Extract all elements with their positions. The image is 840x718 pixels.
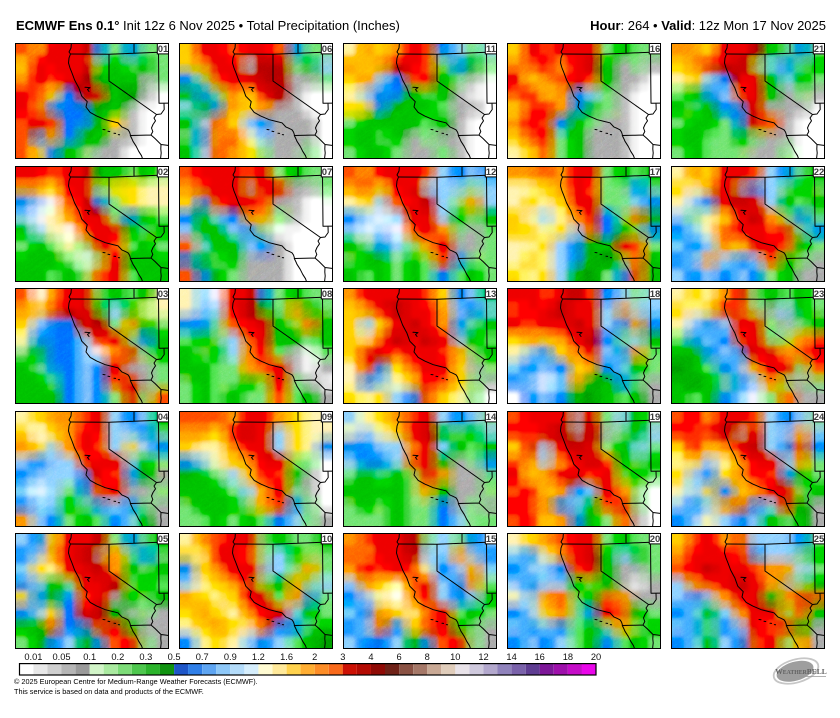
svg-text:23: 23 [814,289,825,300]
svg-text:20: 20 [650,534,661,545]
svg-text:12: 12 [486,167,497,178]
svg-text:18: 18 [650,289,661,300]
svg-text:09: 09 [322,412,333,423]
svg-text:05: 05 [158,534,169,545]
svg-text:16: 16 [650,44,661,55]
svg-text:13: 13 [486,289,497,300]
svg-text:22: 22 [814,167,825,178]
svg-text:07: 07 [322,167,333,178]
svg-text:04: 04 [158,412,169,423]
svg-text:02: 02 [158,167,169,178]
svg-text:03: 03 [158,289,169,300]
svg-text:11: 11 [486,44,497,55]
svg-text:19: 19 [650,412,661,423]
svg-text:08: 08 [322,289,333,300]
svg-text:21: 21 [814,44,825,55]
svg-text:06: 06 [322,44,333,55]
svg-text:15: 15 [486,534,497,545]
svg-text:10: 10 [322,534,333,545]
svg-text:01: 01 [158,44,169,55]
svg-text:17: 17 [650,167,661,178]
svg-text:14: 14 [486,412,497,423]
